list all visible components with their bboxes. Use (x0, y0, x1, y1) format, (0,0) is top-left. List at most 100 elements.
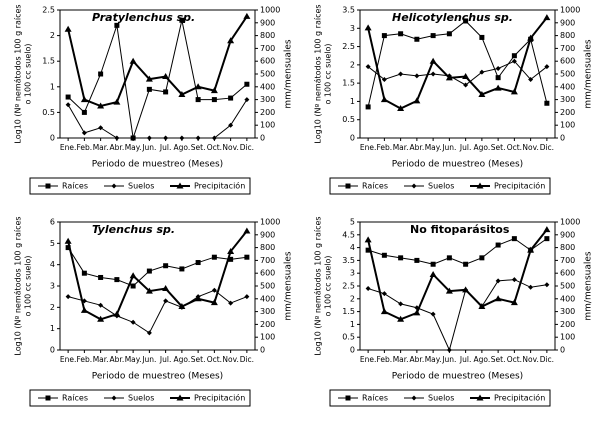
x-tick-label: Jun. (441, 355, 456, 364)
marker-square (65, 245, 71, 251)
marker-diamond (111, 395, 117, 401)
marker-square (163, 263, 169, 269)
series-line (67, 99, 248, 139)
series-line (67, 289, 248, 334)
marker-triangle (243, 12, 251, 19)
marker-triangle (162, 285, 170, 292)
marker-diamond (446, 347, 452, 353)
marker-triangle (113, 310, 121, 317)
y-tick-label: 3 (350, 269, 355, 278)
marker-diamond (398, 301, 404, 307)
y-tick-label: 0.5 (342, 115, 355, 124)
marker-diamond (365, 64, 371, 70)
legend-label: Raíces (62, 394, 88, 403)
marker-triangle (494, 84, 502, 91)
x-axis-label: Periodo de muestreo (Meses) (392, 372, 523, 382)
y-tick-label: 2 (350, 60, 355, 69)
x-tick-label: Mar. (393, 143, 409, 152)
marker-square (414, 36, 420, 42)
y-tick-label: 5 (350, 218, 355, 227)
marker-diamond (430, 71, 436, 77)
y2-tick-label: 600 (260, 57, 275, 66)
marker-square (195, 260, 201, 266)
y2-axis-label: mm/mensuales (284, 39, 294, 109)
y2-tick-label: 800 (260, 243, 275, 252)
marker-triangle (210, 299, 218, 306)
marker-square (345, 183, 351, 189)
marker-triangle (527, 34, 535, 41)
marker-diamond (463, 82, 469, 88)
marker-square (114, 22, 120, 28)
x-tick-label: Ago. (474, 355, 491, 364)
y2-tick-label: 800 (560, 31, 575, 40)
y-tick-label: 2 (50, 31, 55, 40)
x-tick-label: Nov. (522, 355, 538, 364)
marker-square (81, 270, 87, 276)
x-tick-label: May. (125, 143, 142, 152)
y2-tick-label: 300 (260, 95, 275, 104)
x-tick-label: Nov. (222, 355, 238, 364)
y2-tick-label: 700 (560, 44, 575, 53)
marker-square (114, 277, 120, 283)
x-axis-label: Periodo de muestreo (Meses) (392, 160, 523, 170)
y-tick-label: 0 (350, 346, 355, 355)
marker-square (163, 89, 169, 95)
series-line (367, 279, 547, 352)
y-tick-label: 4.5 (342, 230, 355, 239)
x-tick-label: Feb. (377, 355, 393, 364)
y2-tick-label: 300 (560, 95, 575, 104)
x-tick-label: Oct. (507, 355, 522, 364)
marker-triangle (429, 270, 437, 277)
marker-triangle (97, 315, 105, 322)
y2-tick-label: 100 (560, 121, 575, 130)
marker-square (511, 236, 517, 242)
marker-triangle (145, 75, 153, 82)
marker-diamond (365, 286, 371, 292)
marker-diamond (479, 69, 485, 75)
marker-diamond (528, 76, 534, 82)
y2-tick-label: 700 (260, 44, 275, 53)
legend-box (329, 177, 551, 195)
y-tick-label: 0 (50, 134, 55, 143)
x-tick-label: Ago. (174, 355, 191, 364)
y2-tick-label: 500 (260, 282, 275, 291)
marker-triangle (80, 96, 88, 103)
legend-label: Raíces (62, 182, 88, 191)
y-axis-label: Log10 (Nº nemátodos 100 g raíces (14, 216, 23, 355)
marker-diamond (544, 64, 550, 70)
marker-diamond (146, 330, 152, 336)
y2-tick-label: 100 (560, 333, 575, 342)
marker-triangle (113, 98, 121, 105)
series-line (367, 20, 548, 108)
y-tick-label: 2 (50, 303, 55, 312)
y-tick-label: 0 (350, 134, 355, 143)
legend-label: Precipitación (494, 393, 545, 403)
series-line (367, 60, 548, 86)
x-tick-label: Set. (491, 355, 506, 364)
marker-diamond (381, 76, 387, 82)
x-tick-label: Abr. (110, 355, 125, 364)
marker-diamond (179, 135, 185, 141)
x-tick-label: Jul. (459, 143, 471, 152)
y2-tick-label: 1000 (260, 6, 280, 15)
x-tick-label: May. (425, 143, 442, 152)
marker-square (446, 31, 452, 37)
x-tick-label: Feb. (377, 143, 393, 152)
y2-tick-label: 800 (260, 31, 275, 40)
series-line (367, 229, 548, 321)
x-tick-label: Dic. (240, 355, 254, 364)
y2-tick-label: 600 (260, 269, 275, 278)
y-tick-label: 0.5 (42, 108, 55, 117)
y-tick-label: 1.5 (342, 79, 355, 88)
x-tick-label: Jul. (159, 355, 171, 364)
marker-diamond (65, 102, 71, 108)
marker-diamond (228, 300, 234, 306)
y2-tick-label: 900 (560, 230, 575, 239)
marker-triangle (97, 102, 105, 109)
y-axis-label: Log10 (Nº nemátodos 100 g raíces (14, 4, 23, 143)
marker-triangle (227, 37, 235, 44)
legend-label: Precipitación (194, 181, 245, 191)
chart-title: No fitoparásitos (410, 223, 510, 236)
marker-square (146, 86, 152, 92)
